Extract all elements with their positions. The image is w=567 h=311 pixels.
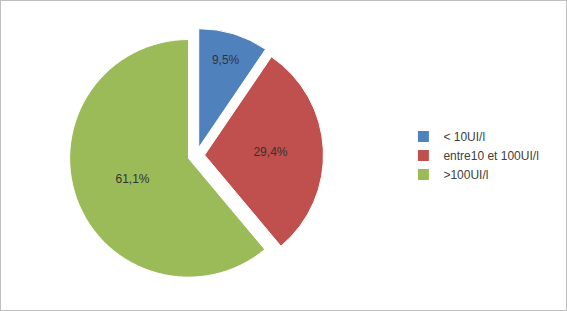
svg-text:29,4%: 29,4% <box>253 145 287 159</box>
svg-text:>100UI/l: >100UI/l <box>443 168 488 182</box>
svg-text:9,5%: 9,5% <box>212 53 240 67</box>
svg-text:< 10UI/l: < 10UI/l <box>443 130 485 144</box>
svg-text:entre10 et 100UI/l: entre10 et 100UI/l <box>443 149 538 163</box>
svg-text:61,1%: 61,1% <box>115 172 149 186</box>
